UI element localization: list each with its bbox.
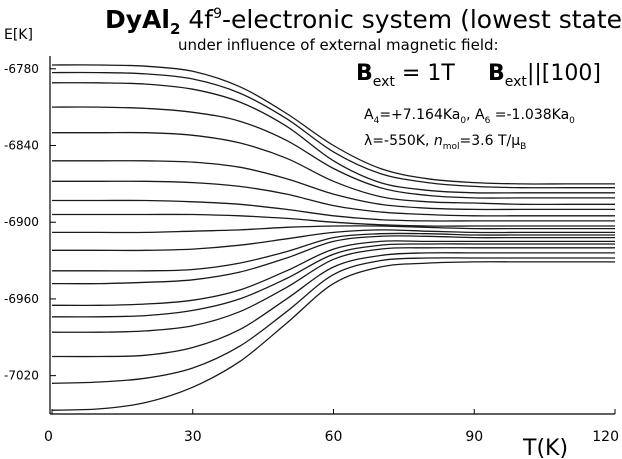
x-tick-label: 60 [325, 429, 343, 445]
energy-level-line-12 [51, 232, 615, 272]
n-label: n [434, 133, 443, 149]
a4-value: =+7.164Ka [379, 107, 460, 123]
param-separator: , [466, 107, 475, 123]
field-value: = 1T [395, 61, 455, 86]
title-config-superscript: 9 [213, 6, 222, 22]
x-tick-label: 120 [592, 429, 619, 445]
energy-level-line-7 [52, 180, 615, 217]
energy-level-line-2 [51, 71, 615, 189]
x-tick-label: 30 [184, 429, 202, 445]
energy-level-line-13 [51, 235, 615, 285]
series-layer [51, 64, 616, 411]
title-compound: DyAl [105, 5, 170, 34]
energy-level-line-9 [51, 213, 615, 227]
a4-a0-subscript: 0 [460, 116, 466, 126]
energy-level-line-3 [51, 82, 615, 194]
energy-level-line-10 [52, 225, 615, 234]
n-value: =3.6 T/μ [460, 133, 521, 149]
x-tick-label: 0 [44, 429, 53, 445]
field-ext-subscript: ext [373, 74, 396, 90]
chart-subtitle: under influence of external magnetic fie… [178, 36, 499, 54]
a6-subscript: 6 [485, 116, 491, 126]
y-tick-label: -6960 [4, 292, 39, 306]
field-direction: Bext||[100] [488, 61, 601, 90]
energy-level-line-5 [51, 131, 615, 206]
energy-level-line-18 [51, 257, 615, 384]
energy-level-line-17 [51, 252, 615, 358]
title-compound-subscript: 2 [170, 20, 180, 38]
a6-label: A [475, 107, 485, 123]
energy-level-line-16 [51, 247, 615, 333]
energy-level-line-4 [51, 106, 615, 199]
a6-value: =-1.038Ka [490, 107, 569, 123]
energy-level-line-11 [52, 229, 615, 252]
energy-level-line-1 [51, 64, 615, 185]
crystal-field-params: A4=+7.164Ka0, A6 =-1.038Ka0 [364, 107, 575, 126]
exchange-params: λ=-550K, nmol=3.6 T/μB [364, 133, 526, 152]
y-tick-label: -6840 [4, 139, 39, 153]
mu-b-subscript: B [520, 142, 526, 152]
a4-label: A [364, 107, 374, 123]
chart-title: DyAl2 4f9-electronic system (lowest stat… [105, 5, 622, 38]
title-rest: -electronic system (lowest states) [222, 5, 622, 34]
y-tick-label: -6780 [4, 62, 39, 76]
direction-ext-subscript: ext [505, 74, 528, 90]
energy-level-line-6 [52, 160, 615, 211]
field-annotation: Bext = 1T [356, 61, 455, 90]
y-tick-label: -7020 [4, 369, 39, 383]
a6-a0-subscript: 0 [569, 116, 575, 126]
y-tick-label: -6900 [4, 215, 39, 229]
energy-level-line-14 [51, 240, 615, 307]
a4-subscript: 4 [374, 116, 380, 126]
x-axis-label: T(K) [522, 436, 568, 459]
n-subscript: mol [443, 142, 460, 152]
lambda-value: λ=-550K, [364, 133, 434, 149]
y-axis-label: E[K] [4, 27, 33, 43]
energy-level-line-19 [51, 261, 615, 411]
title-config: 4f [180, 5, 214, 34]
x-tick-label: 90 [465, 429, 483, 445]
direction-value: ||[100] [527, 61, 601, 86]
energy-level-line-15 [51, 243, 615, 318]
direction-b-symbol: B [488, 61, 505, 86]
energy-level-line-8 [52, 199, 616, 222]
field-b-symbol: B [356, 61, 373, 86]
